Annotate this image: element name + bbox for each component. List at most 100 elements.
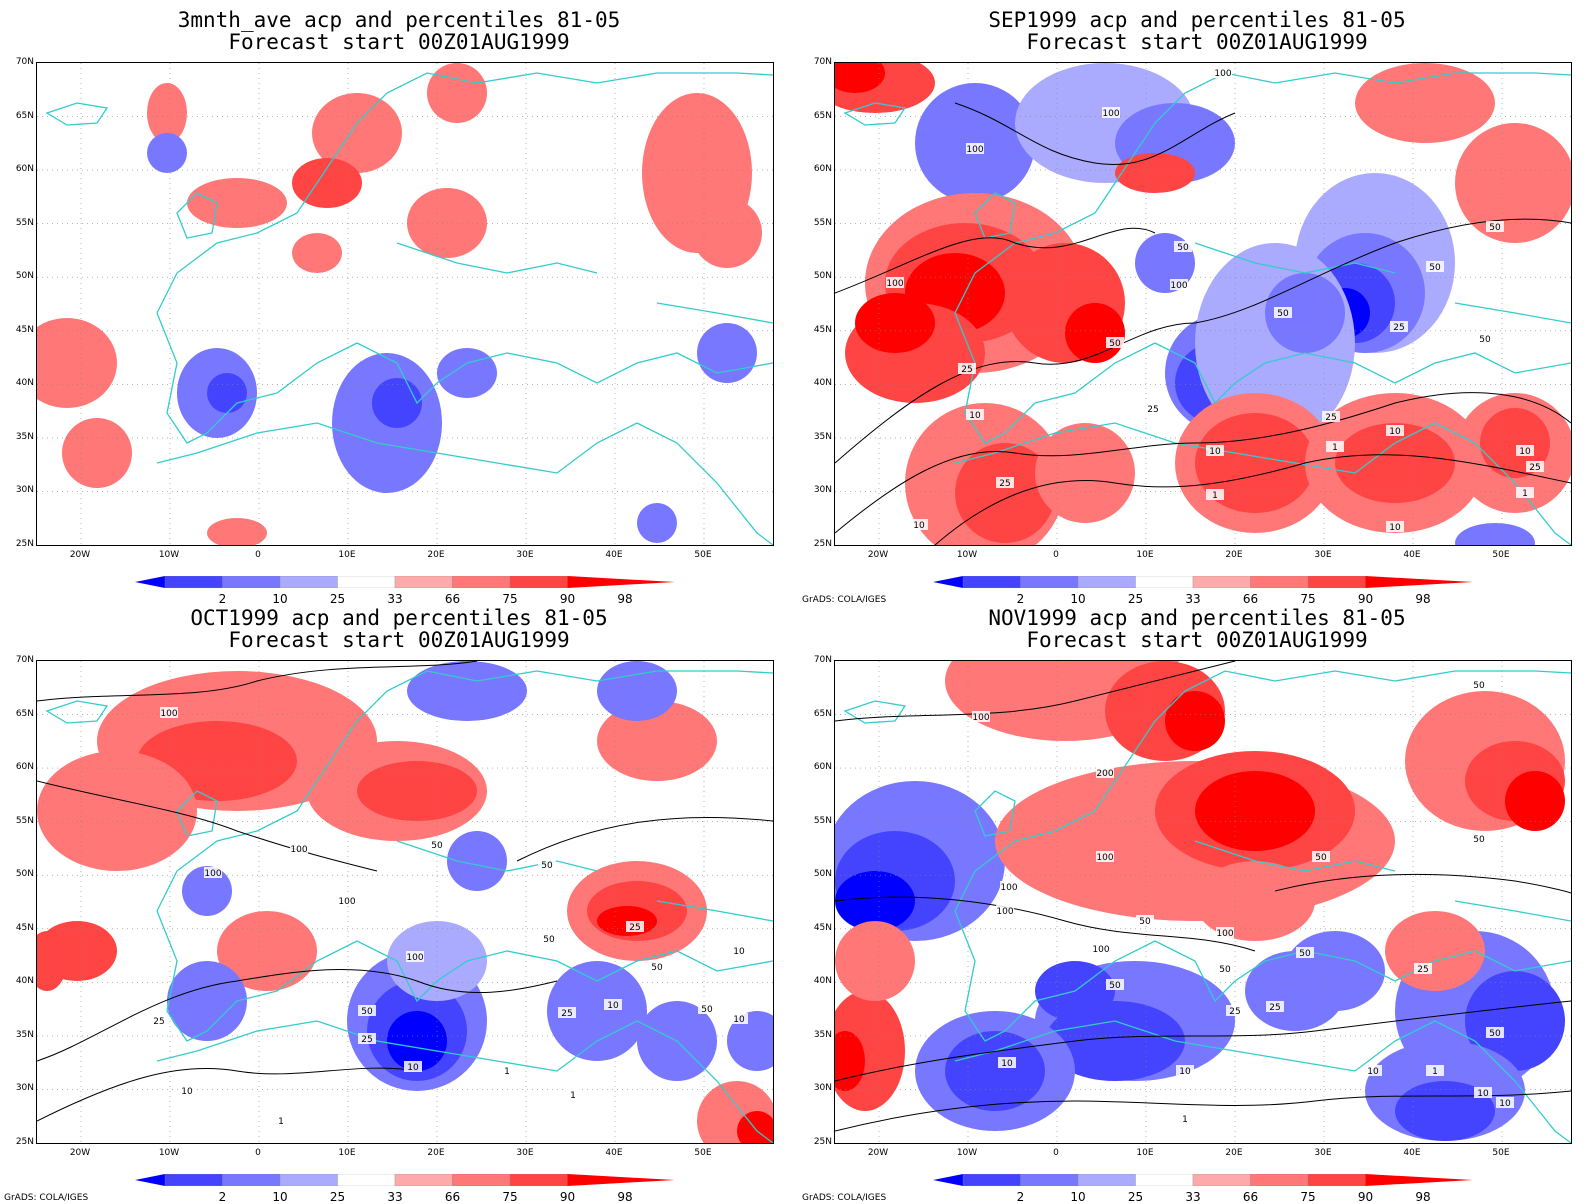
contour-label: 1 [1516, 487, 1534, 499]
lat-tick-label: 50N [813, 271, 832, 282]
contour-label: 10 [1364, 1065, 1382, 1077]
coastline [843, 700, 907, 724]
coastline [156, 670, 773, 912]
contour-label: 1 [1426, 1065, 1444, 1077]
contour-label: 50 [1106, 337, 1124, 349]
svg-text:50: 50 [1177, 243, 1189, 253]
legend-label: 75 [1300, 592, 1316, 606]
map-panel-3mnth: 3mnth_ave acp and percentiles 81-05 Fore… [0, 0, 798, 606]
contour-label: 10 [1176, 1065, 1194, 1077]
lat-tick-label: 45N [813, 324, 832, 335]
lon-tick-label: 50E [1492, 550, 1510, 560]
legend-label: 33 [1185, 1190, 1201, 1204]
percentile-shade [312, 93, 402, 173]
percentile-shade [147, 83, 187, 143]
percentile-shade [407, 188, 487, 258]
contour-label: 10 [1386, 425, 1404, 437]
svg-text:100: 100 [160, 709, 177, 719]
contour-label: 10 [910, 519, 928, 531]
percentile-shade [1455, 123, 1571, 243]
svg-text:200: 200 [1096, 769, 1113, 779]
percentile-shade [217, 911, 317, 991]
contour-label: 50 [538, 859, 556, 871]
panel-title: OCT1999 acp and percentiles 81-05 [190, 606, 608, 630]
legend-swatch [509, 576, 568, 588]
percentile-shade [1505, 771, 1565, 831]
percentile-shade [37, 751, 197, 871]
svg-text:25: 25 [1325, 413, 1336, 423]
percentile-shade [1455, 523, 1535, 545]
contour-label: 200 [1096, 767, 1114, 779]
legend-label: 2 [218, 592, 227, 606]
legend-label: 98 [617, 1190, 633, 1204]
contour-label: 100 [204, 867, 222, 879]
lon-tick-label: 20W [69, 550, 91, 560]
lon-tick-label: 20E [1225, 550, 1243, 560]
svg-text:100: 100 [338, 897, 355, 907]
svg-text:50: 50 [1277, 309, 1289, 319]
contour-label: 50 [1486, 1027, 1504, 1039]
percentile-shade [1480, 408, 1550, 478]
map-plot [36, 62, 774, 546]
panel-subtitle: Forecast start 00Z01AUG1999 [1026, 628, 1368, 652]
coastline [974, 790, 1016, 837]
contour-label: 25 [1144, 403, 1162, 415]
svg-text:100: 100 [1092, 945, 1109, 955]
svg-text:100: 100 [966, 145, 983, 155]
coastline [156, 1020, 773, 1143]
svg-text:50: 50 [431, 841, 443, 851]
contour-line [37, 968, 558, 1062]
contour-label: 50 [1296, 947, 1314, 959]
lat-tick-label: 30N [813, 1083, 832, 1094]
lon-tick-label: 0 [1053, 1148, 1059, 1158]
legend-colorbar [933, 1174, 1473, 1186]
panel-subtitle: Forecast start 00Z01AUG1999 [228, 30, 570, 54]
lat-tick-label: 65N [813, 110, 832, 121]
contour-label: 100 [160, 707, 178, 719]
map-panel-nov: NOV1999 acp and percentiles 81-05 Foreca… [798, 598, 1596, 1204]
contour-label: 50 [1274, 307, 1292, 319]
coastline [954, 422, 1571, 545]
contour-label: 1 [1206, 489, 1224, 501]
svg-text:100: 100 [204, 869, 221, 879]
legend-label: 25 [329, 1190, 346, 1204]
lon-tick-label: 50E [1492, 1148, 1510, 1158]
svg-text:50: 50 [1489, 223, 1501, 233]
svg-text:100: 100 [972, 713, 989, 723]
svg-text:100: 100 [1096, 853, 1113, 863]
legend-colorbar [933, 576, 1473, 588]
percentile-shade [207, 518, 267, 545]
lon-tick-label: 20W [867, 1148, 889, 1158]
percentile-shade [437, 348, 497, 398]
svg-text:100: 100 [406, 953, 423, 963]
svg-text:10: 10 [1519, 447, 1531, 457]
svg-text:50: 50 [1139, 917, 1151, 927]
percentile-shade [167, 961, 247, 1041]
lon-tick-label: 50E [694, 1148, 712, 1158]
lon-tick-label: 10W [956, 1148, 978, 1158]
legend-label: 98 [617, 592, 633, 606]
legend-swatch [1135, 1174, 1194, 1186]
legend-label: 25 [329, 592, 346, 606]
contour-label: 25 [1322, 411, 1340, 423]
contour-label: 100 [966, 143, 984, 155]
legend-swatch [135, 576, 165, 588]
percentile-shade [737, 1111, 773, 1143]
percentile-shade [187, 178, 287, 228]
lon-tick-label: 40E [605, 1148, 623, 1158]
percentile-shade [37, 318, 117, 408]
contour-label: 100 [1214, 67, 1232, 79]
percentile-shade [357, 761, 477, 821]
lat-tick-label: 65N [15, 708, 34, 719]
lat-tick-label: 55N [15, 217, 34, 228]
legend-swatch [1365, 1174, 1473, 1186]
coastline [156, 910, 773, 1042]
svg-text:10: 10 [1179, 1067, 1191, 1077]
svg-text:50: 50 [1109, 339, 1121, 349]
contour-line [954, 102, 1236, 165]
percentile-shade [1355, 63, 1495, 143]
svg-text:100: 100 [1000, 883, 1017, 893]
lon-tick-label: 40E [605, 550, 623, 560]
legend-swatch [164, 1174, 223, 1186]
percentile-shade [692, 198, 762, 268]
